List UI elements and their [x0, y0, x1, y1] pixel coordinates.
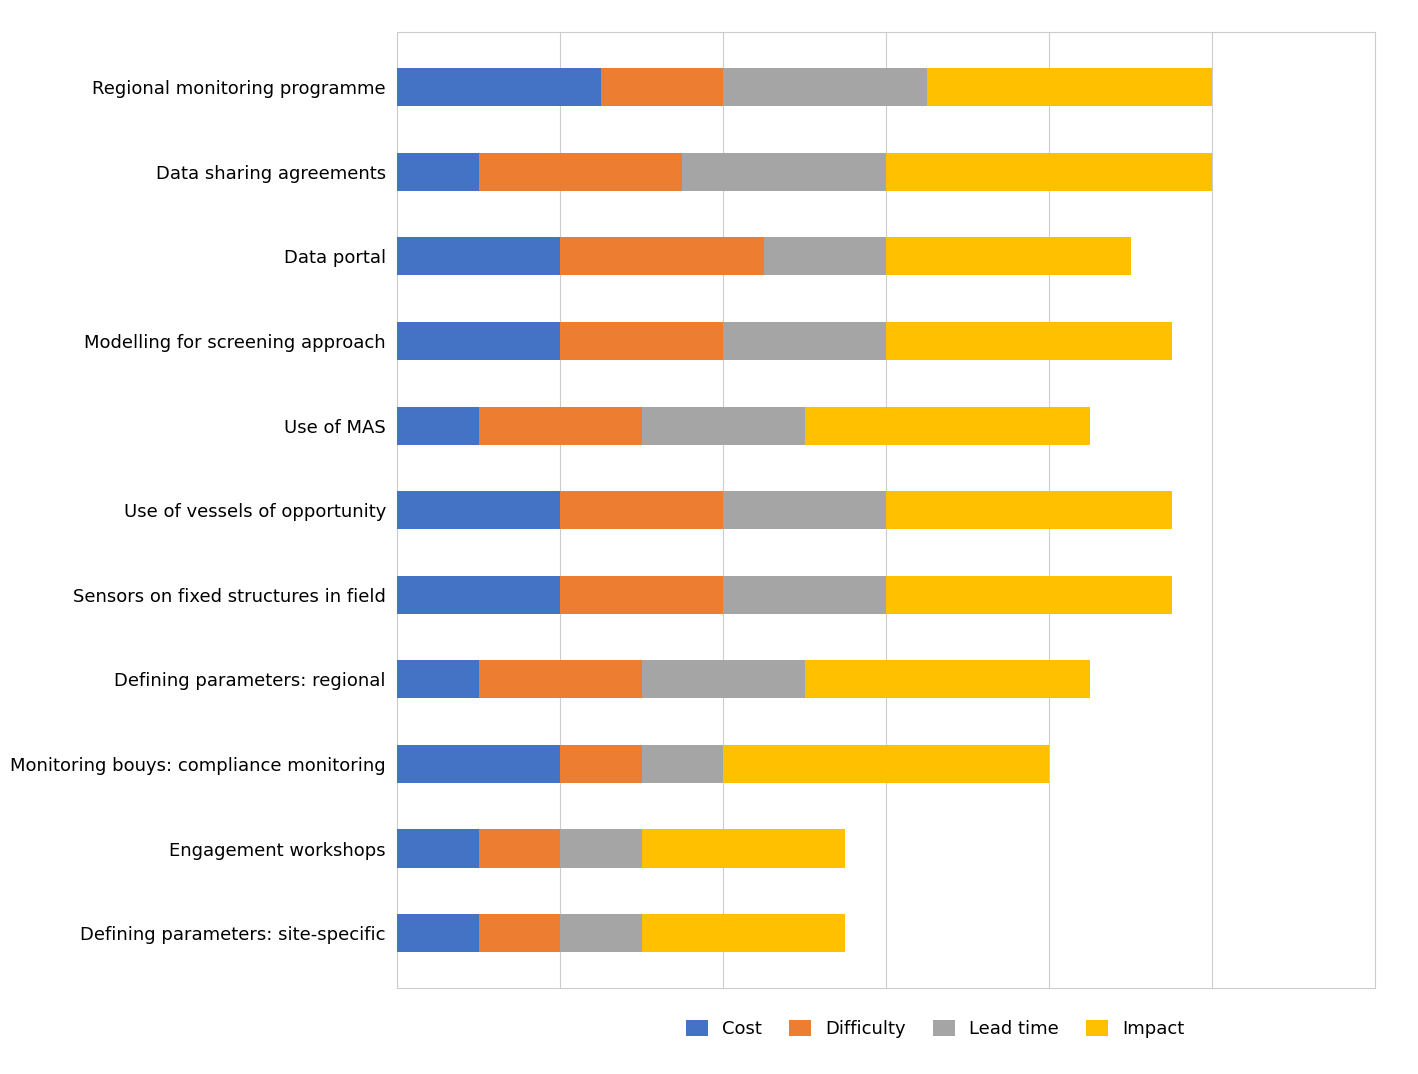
Bar	[682, 153, 886, 191]
Bar	[479, 661, 641, 698]
Bar	[886, 491, 1171, 529]
Bar	[397, 914, 479, 953]
Bar	[397, 661, 479, 698]
Bar	[479, 407, 641, 445]
Bar	[723, 322, 886, 360]
Bar	[804, 661, 1090, 698]
Bar	[641, 407, 804, 445]
Bar	[397, 68, 601, 106]
Bar	[397, 407, 479, 445]
Bar	[886, 237, 1132, 275]
Bar	[723, 491, 886, 529]
Bar	[560, 491, 723, 529]
Bar	[479, 153, 682, 191]
Bar	[560, 914, 641, 953]
Bar	[723, 745, 1049, 783]
Bar	[397, 576, 560, 613]
Bar	[641, 914, 845, 953]
Bar	[397, 745, 560, 783]
Bar	[886, 576, 1171, 613]
Bar	[804, 407, 1090, 445]
Bar	[560, 237, 764, 275]
Bar	[641, 829, 845, 868]
Bar	[479, 914, 560, 953]
Bar	[397, 153, 479, 191]
Bar	[886, 153, 1212, 191]
Bar	[560, 829, 641, 868]
Bar	[397, 322, 560, 360]
Legend: Cost, Difficulty, Lead time, Impact: Cost, Difficulty, Lead time, Impact	[679, 1013, 1191, 1045]
Bar	[397, 237, 560, 275]
Bar	[397, 491, 560, 529]
Bar	[641, 661, 804, 698]
Bar	[886, 322, 1171, 360]
Bar	[397, 829, 479, 868]
Bar	[764, 237, 886, 275]
Bar	[927, 68, 1212, 106]
Bar	[641, 745, 723, 783]
Bar	[560, 322, 723, 360]
Bar	[723, 576, 886, 613]
Bar	[560, 576, 723, 613]
Bar	[601, 68, 723, 106]
Bar	[479, 829, 560, 868]
Bar	[723, 68, 927, 106]
Bar	[560, 745, 641, 783]
